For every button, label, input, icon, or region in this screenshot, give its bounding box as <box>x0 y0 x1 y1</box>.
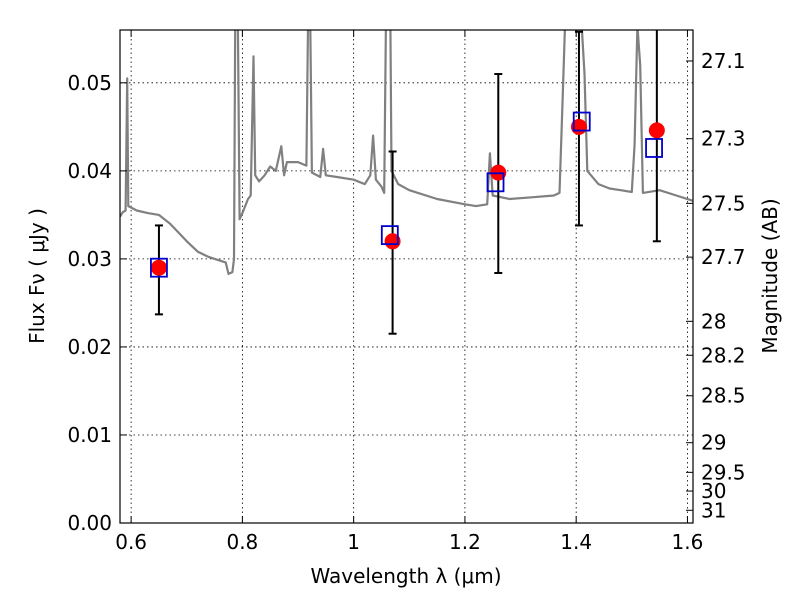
y-tick-label: 0.04 <box>67 159 112 183</box>
x-axis-ticks: 0.6 0.8 1 1.2 1.4 1.6 <box>115 30 703 554</box>
y2-tick-label: 27.3 <box>701 127 746 151</box>
model-flux-square <box>486 172 505 193</box>
y2-tick-label: 28.5 <box>701 384 746 408</box>
y2-axis-title: Magnitude (AB) <box>758 198 782 353</box>
y-tick-label: 0.00 <box>67 511 112 535</box>
x-axis-title: Wavelength λ (μm) <box>310 564 501 588</box>
observed-flux-point <box>384 233 401 250</box>
grid-lines <box>120 30 693 524</box>
x-tick-label: 1.2 <box>449 530 481 554</box>
x-tick-label: 0.8 <box>226 530 258 554</box>
y2-tick-label: 29.5 <box>701 460 746 484</box>
observed-flux-point <box>150 259 167 276</box>
y2-tick-label: 28.2 <box>701 343 746 367</box>
model-flux-square <box>572 111 591 132</box>
model-flux-square <box>380 225 399 246</box>
y2-tick-label: 28 <box>701 309 726 333</box>
plot-frame <box>119 29 694 524</box>
x-tick-label: 1.6 <box>672 530 704 554</box>
y-tick-label: 0.03 <box>67 247 112 271</box>
model-flux-square <box>150 257 168 278</box>
model-flux-square <box>645 138 663 158</box>
y2-tick-label: 27.7 <box>701 245 746 269</box>
x-tick-label: 0.6 <box>115 530 147 554</box>
y-axis-ticks: 0.00 0.01 0.02 0.03 0.04 0.05 <box>67 71 127 535</box>
x-tick-label: 1 <box>347 530 360 554</box>
observed-flux-point <box>648 122 665 139</box>
y2-tick-label: 27.5 <box>701 191 746 215</box>
y2-tick-label: 31 <box>701 498 726 522</box>
y2-tick-label: 27.1 <box>701 49 746 73</box>
y-axis-title: Flux Fν ( μJy ) <box>25 208 49 344</box>
model-spectrum-line <box>120 30 693 275</box>
y-tick-label: 0.05 <box>67 71 112 95</box>
y-tick-label: 0.02 <box>67 335 112 359</box>
y2-tick-label: 30 <box>701 479 726 503</box>
y-tick-label: 0.01 <box>67 423 112 447</box>
x-tick-label: 1.4 <box>560 530 592 554</box>
data-points <box>150 111 665 278</box>
y2-tick-label: 29 <box>701 431 726 455</box>
